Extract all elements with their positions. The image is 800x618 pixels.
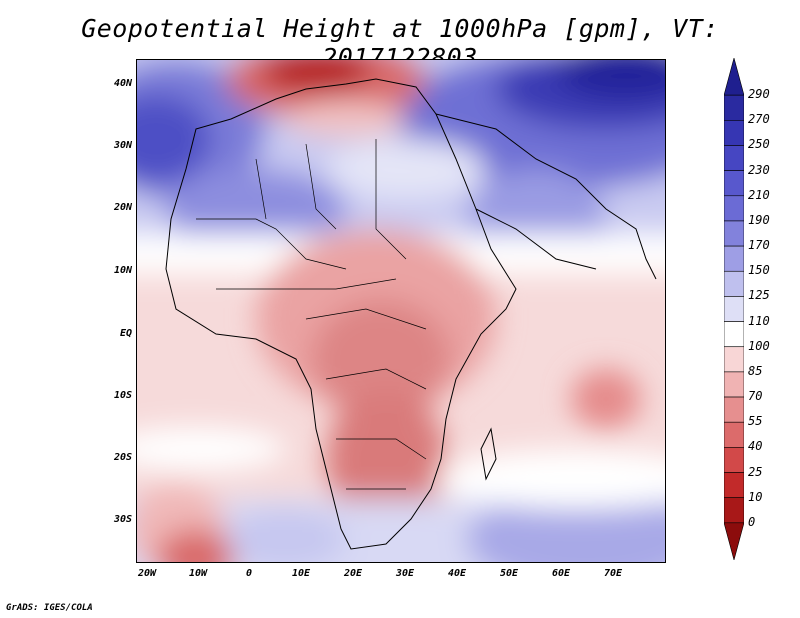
colorbar-cell <box>724 270 744 297</box>
lat-label-20s: 20S <box>113 452 132 463</box>
lon-label-10e: 10E <box>291 568 311 579</box>
lat-label-10s: 10S <box>113 390 132 401</box>
lon-label-20w: 20W <box>137 568 157 579</box>
lon-label-50e: 50E <box>499 568 519 579</box>
lat-label-10n: 10N <box>113 265 132 276</box>
colorbar-label: 55 <box>748 414 763 429</box>
lon-label-0: 0 <box>245 568 253 579</box>
lat-label-30s: 30S <box>113 514 132 525</box>
coastlines <box>165 78 657 550</box>
colorbar-label: 190 <box>748 212 770 227</box>
colorbar-label: 250 <box>748 137 770 152</box>
colorbar-label: 170 <box>748 238 770 253</box>
colorbar-label: 290 <box>748 87 770 102</box>
map-field <box>136 59 666 563</box>
colorbar-label: 100 <box>748 338 770 353</box>
colorbar-cell <box>724 195 744 222</box>
colorbar-cell <box>724 371 744 398</box>
colorbar-cell <box>724 421 744 448</box>
lon-label-30e: 30E <box>395 568 415 579</box>
colorbar-cell <box>724 58 744 96</box>
colorbar-cell <box>724 472 744 498</box>
colorbar-cell <box>724 447 744 473</box>
colorbar-cell <box>724 145 744 171</box>
lon-label-70e: 70E <box>603 568 623 579</box>
colorbar <box>724 58 744 560</box>
colorbar-cell <box>724 120 744 146</box>
map-panel <box>136 59 666 563</box>
colorbar-cell <box>724 220 744 247</box>
map-title: Geopotential Height at 1000hPa [gpm], VT… <box>81 14 719 72</box>
lat-label-40n: 40N <box>113 78 132 89</box>
lon-label-10w: 10W <box>188 568 208 579</box>
credit-label: GrADS: IGES/COLA <box>6 603 93 613</box>
colorbar-cell <box>724 296 744 322</box>
lat-label-30n: 30N <box>113 140 132 151</box>
country-borders <box>196 139 427 490</box>
lon-label-60e: 60E <box>551 568 571 579</box>
colorbar-cell <box>724 245 744 272</box>
colorbar-label: 10 <box>748 489 763 504</box>
colorbar-cell <box>724 170 744 197</box>
lat-label-20n: 20N <box>113 202 132 213</box>
colorbar-label: 270 <box>748 112 770 127</box>
colorbar-label: 230 <box>748 162 770 177</box>
colorbar-label: 150 <box>748 263 770 278</box>
lon-label-40e: 40E <box>447 568 467 579</box>
colorbar-label: 210 <box>748 187 770 202</box>
colorbar-cell <box>724 522 744 560</box>
colorbar-cell <box>724 396 744 423</box>
colorbar-label: 40 <box>748 439 763 454</box>
colorbar-label: 25 <box>748 464 763 479</box>
colorbar-label: 125 <box>748 288 770 303</box>
colorbar-cell <box>724 94 744 121</box>
colorbar-cell <box>724 346 744 373</box>
colorbar-label: 85 <box>748 363 763 378</box>
colorbar-label: 70 <box>748 389 763 404</box>
colorbar-cell <box>724 321 744 348</box>
colorbar-label: 110 <box>748 313 770 328</box>
lat-label-eq: EQ <box>119 328 132 339</box>
colorbar-label: 0 <box>748 514 756 529</box>
lon-label-20e: 20E <box>343 568 363 579</box>
colorbar-cell <box>724 497 744 524</box>
